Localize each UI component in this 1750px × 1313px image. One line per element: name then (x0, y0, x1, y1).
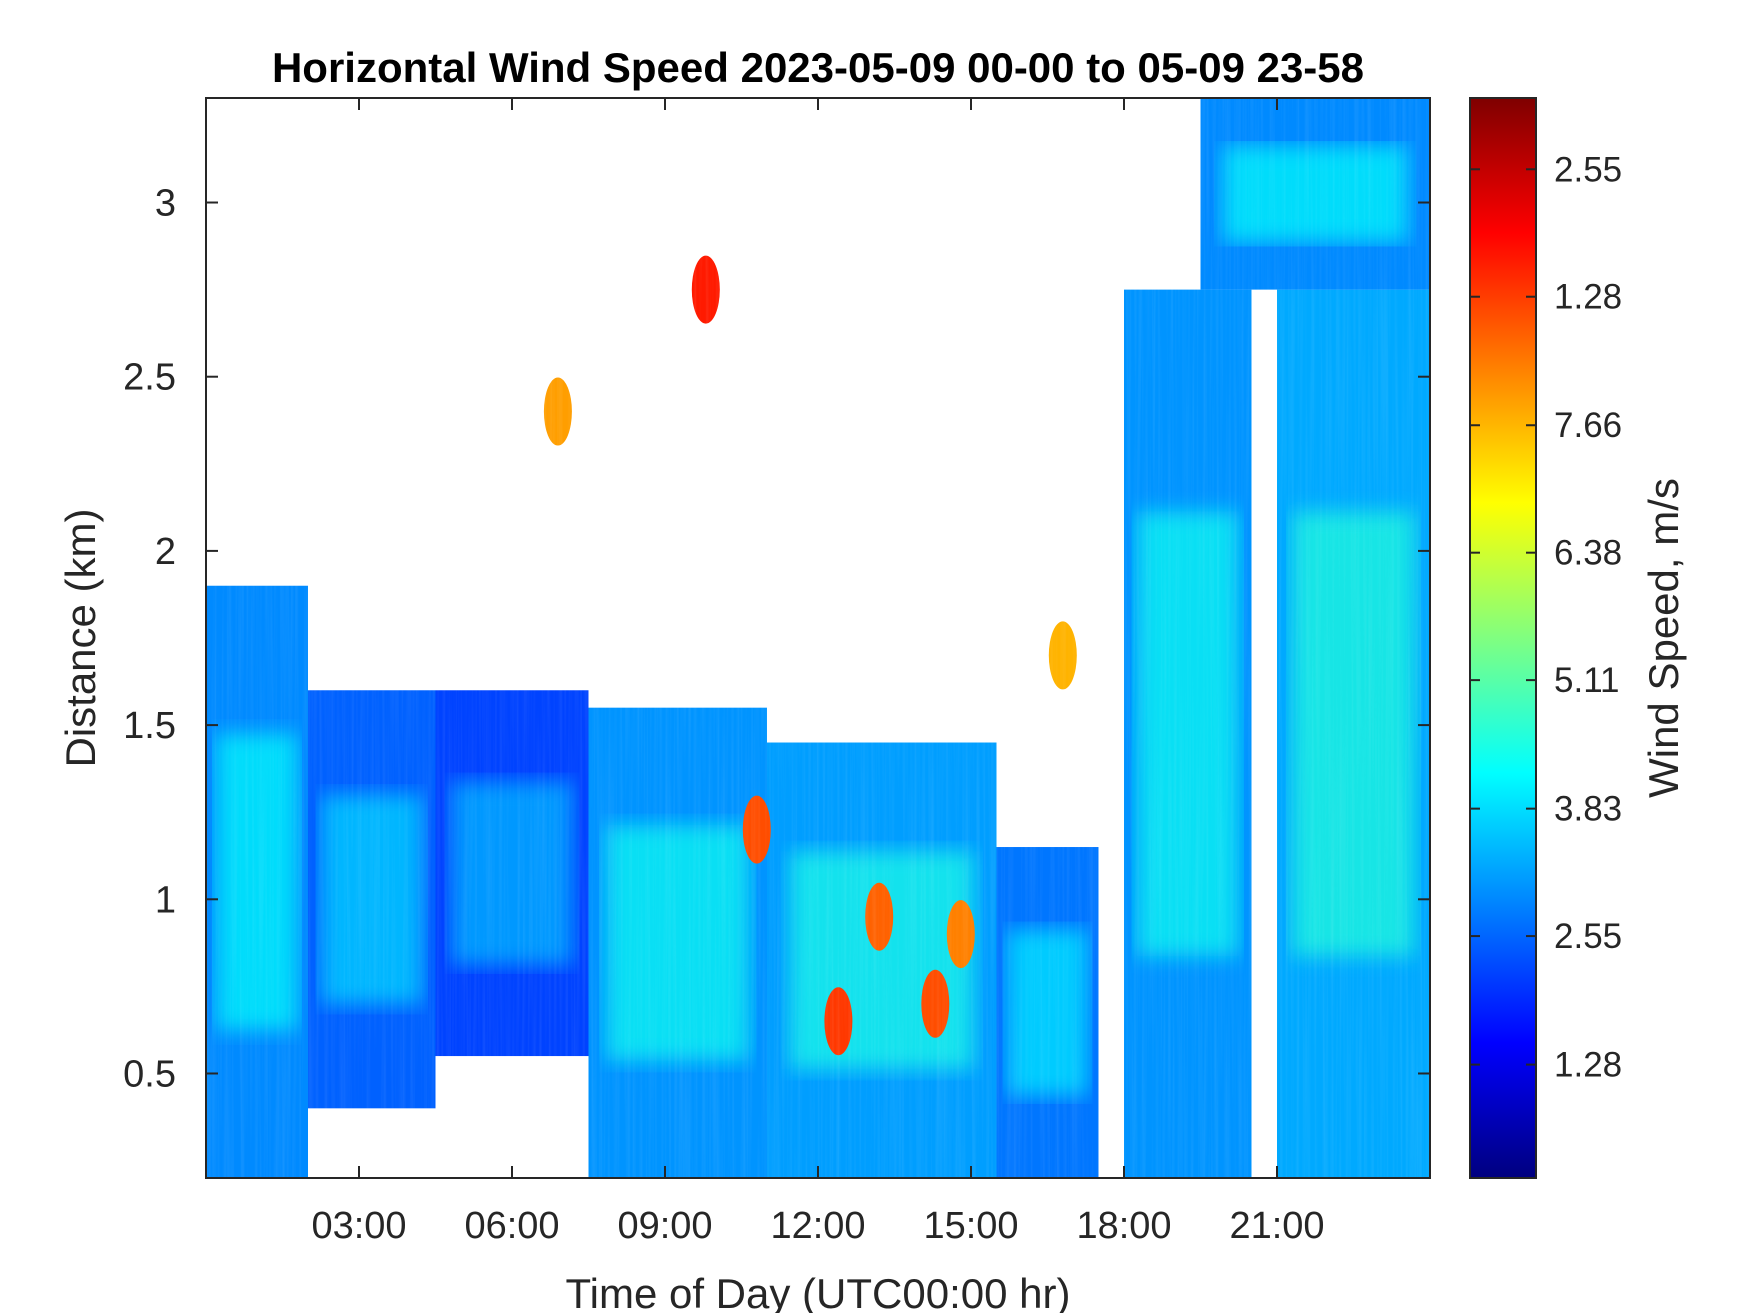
y-tick-label: 1.5 (123, 705, 176, 747)
y-tick-label: 3 (155, 183, 176, 225)
y-axis-title: Distance (km) (57, 508, 104, 767)
x-tick-label: 15:00 (923, 1205, 1018, 1247)
colorbar: 1.28 2.55 3.83 5.11 6.38 7.66 1.28 2.55 (1469, 97, 1622, 1179)
y-tick-label: 1 (155, 879, 176, 921)
x-tick-label: 12:00 (770, 1205, 865, 1247)
y-tick-label: 2.5 (123, 357, 176, 399)
x-axis: 03:00 06:00 09:00 12:00 15:00 18:00 21:00 (311, 98, 1325, 1247)
x-tick-label: 09:00 (617, 1205, 712, 1247)
x-tick-label: 18:00 (1076, 1205, 1171, 1247)
x-tick-label: 21:00 (1229, 1205, 1324, 1247)
colorbar-tick-label: 7.66 (1554, 406, 1622, 445)
colorbar-tick-label: 3.83 (1554, 790, 1622, 829)
chart-title: Horizontal Wind Speed 2023-05-09 00-00 t… (272, 44, 1364, 91)
plot-area (206, 98, 1430, 1178)
y-axis: 0.5 1 1.5 2 2.5 3 (123, 183, 1430, 1095)
colorbar-tick-label: 5.11 (1554, 661, 1620, 700)
x-axis-title: Time of Day (UTC00:00 hr) (566, 1270, 1071, 1313)
colorbar-tick-label: 1.28 (1554, 278, 1622, 317)
colorbar-title: Wind Speed, m/s (1640, 478, 1687, 798)
colorbar-tick-label: 2.55 (1554, 150, 1622, 189)
colorbar-tick-label: 2.55 (1554, 917, 1622, 956)
colorbar-tick-label: 1.28 (1554, 1046, 1622, 1085)
colorbar-tick-label: 6.38 (1554, 534, 1622, 573)
colorbar-gradient (1469, 97, 1537, 1179)
texture-overlay (206, 98, 1430, 1178)
colorbar-ticks: 1.28 2.55 3.83 5.11 6.38 7.66 1.28 2.55 (1470, 150, 1622, 1085)
x-tick-label: 03:00 (311, 1205, 406, 1247)
y-tick-label: 0.5 (123, 1053, 176, 1095)
x-tick-label: 06:00 (464, 1205, 559, 1247)
y-tick-label: 2 (155, 531, 176, 573)
